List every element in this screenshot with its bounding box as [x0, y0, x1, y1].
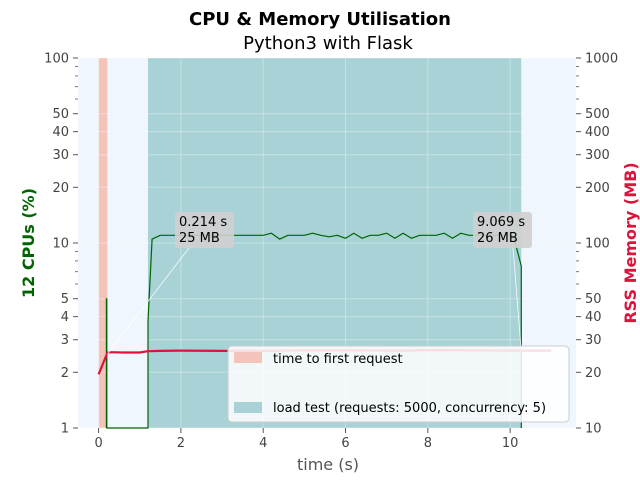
x-tick-label: 2 — [177, 436, 185, 451]
y-right-tick-label: 30 — [585, 333, 602, 348]
y-right-tick-label: 1000 — [585, 52, 618, 67]
annotation-connector — [512, 247, 522, 352]
y-right-tick-label: 10 — [585, 422, 602, 437]
chart-title: CPU & Memory Utilisation — [189, 9, 451, 30]
legend: time to first request load test (request… — [227, 345, 570, 423]
y-left-tick-label: 20 — [52, 181, 69, 196]
legend-label-load-test: load test (requests: 5000, concurrency: … — [273, 401, 546, 416]
legend-swatch-load-test — [234, 402, 262, 413]
chart-subtitle: Python3 with Flask — [243, 33, 413, 54]
y-left-tick-label: 50 — [52, 107, 69, 122]
x-tick-label: 6 — [341, 436, 349, 451]
y-left-tick-label: 5 — [61, 292, 69, 307]
annotation-connector — [107, 247, 190, 355]
y-left-tick-label: 1 — [61, 422, 69, 437]
y-left-tick-label: 10 — [52, 237, 69, 252]
y-right-tick-label: 300 — [585, 148, 610, 163]
y-right-tick-label: 20 — [585, 366, 602, 381]
x-axis-label: time (s) — [297, 455, 359, 474]
y-right-tick-label: 100 — [585, 237, 610, 252]
band-first-request — [98, 58, 108, 428]
legend-box — [227, 345, 570, 423]
legend-swatch-first-request — [234, 352, 262, 363]
y-left-tick-label: 2 — [61, 366, 69, 381]
y-right-tick-label: 400 — [585, 125, 610, 140]
y-right-tick-label: 200 — [585, 181, 610, 196]
annotation-time: 9.069 s — [477, 215, 525, 230]
x-tick-label: 0 — [94, 436, 102, 451]
y-left-tick-label: 40 — [52, 125, 69, 140]
y-right-tick-label: 500 — [585, 107, 610, 122]
y-right-tick-label: 40 — [585, 310, 602, 325]
x-tick-label: 10 — [502, 436, 519, 451]
y-axis-right-label: RSS Memory (MB) — [621, 162, 640, 323]
y-left-tick-label: 4 — [61, 310, 69, 325]
annotation-memory: 25 MB — [179, 231, 220, 246]
y-left-tick-label: 30 — [52, 148, 69, 163]
y-left-tick-label: 3 — [61, 333, 69, 348]
axes-layer: 0 2 4 6 8 10123451020304050100102030405010020… — [44, 52, 618, 452]
x-tick-label: 8 — [424, 436, 432, 451]
y-axis-left-label: 12 CPUs (%) — [19, 188, 38, 298]
annotation-box — [175, 212, 234, 248]
x-tick-label: 4 — [259, 436, 267, 451]
annotation-layer: 0.214 s25 MB 9.069 s26 MB — [107, 212, 532, 355]
annotation-time: 0.214 s — [179, 215, 227, 230]
y-right-tick-label: 50 — [585, 292, 602, 307]
y-left-tick-label: 100 — [44, 52, 69, 67]
cpu-line — [105, 232, 522, 429]
annotation-box — [473, 212, 532, 248]
legend-label-first-request: time to first request — [273, 352, 403, 367]
annotation-memory: 26 MB — [477, 231, 518, 246]
